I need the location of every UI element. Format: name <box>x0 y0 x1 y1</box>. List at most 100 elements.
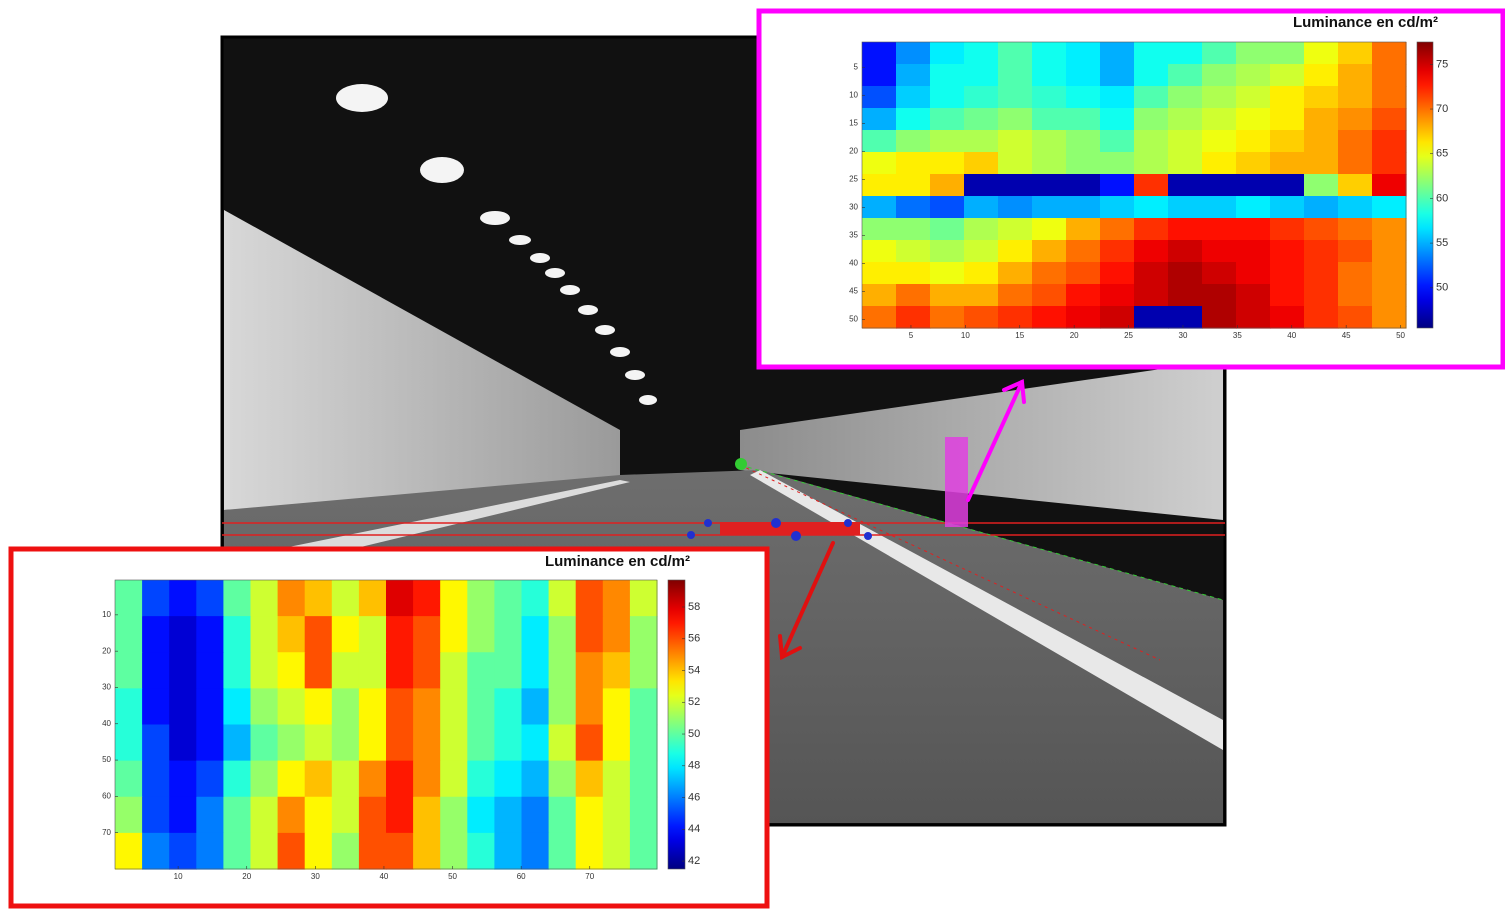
heatmap-cell <box>602 796 631 834</box>
y-tick-label: 10 <box>849 90 858 99</box>
heatmap-cell <box>1134 284 1169 307</box>
heatmap-cell <box>1304 284 1339 307</box>
colorbar-tick-label: 56 <box>688 633 700 645</box>
heatmap-cell <box>1168 240 1203 263</box>
heatmap-cell <box>896 196 931 219</box>
heatmap-cell <box>142 616 170 653</box>
x-tick-label: 15 <box>1015 331 1024 340</box>
x-tick-label: 30 <box>311 872 320 881</box>
heatmap-cell <box>1066 152 1101 175</box>
heatmap-cell <box>930 64 965 87</box>
colorbar-tick-label: 52 <box>688 696 700 708</box>
heatmap-cell <box>602 616 631 653</box>
x-tick-label: 50 <box>448 872 457 881</box>
heatmap-cell <box>1304 86 1339 109</box>
x-tick-label: 25 <box>1124 331 1133 340</box>
heatmap-cell <box>1168 306 1203 329</box>
heatmap-cell <box>331 760 360 798</box>
heatmap-cell <box>1304 174 1339 197</box>
heatmap-cell <box>1100 42 1135 65</box>
heatmap-cell <box>1338 42 1373 65</box>
heatmap-cell <box>386 724 414 762</box>
x-tick-label: 10 <box>961 331 970 340</box>
heatmap-cell <box>304 724 333 762</box>
heatmap-cell <box>304 652 333 689</box>
heatmap-cell <box>1304 196 1339 219</box>
heatmap-cell <box>1338 240 1373 263</box>
heatmap-cell <box>1270 86 1305 109</box>
heatmap-cell <box>196 796 224 834</box>
y-tick-label: 50 <box>102 755 111 764</box>
heatmap-cell <box>331 796 360 834</box>
heatmap-cell <box>521 580 550 617</box>
heatmap-cell <box>467 580 495 617</box>
heatmap-cell <box>896 284 931 307</box>
heatmap-cell <box>386 796 414 834</box>
heatmap-cell <box>1304 152 1339 175</box>
heatmap-cell <box>575 796 604 834</box>
y-tick-label: 10 <box>102 610 111 619</box>
heatmap-cell <box>358 580 387 617</box>
heatmap-cell <box>964 196 999 219</box>
heatmap-cell <box>440 724 468 762</box>
heatmap-cell <box>521 688 550 726</box>
heatmap-cell <box>998 64 1033 87</box>
heatmap-cell <box>1032 174 1067 197</box>
heatmap-cell <box>1100 240 1135 263</box>
x-tick-label: 10 <box>174 872 183 881</box>
heatmap-cell <box>277 760 306 798</box>
x-tick-label: 40 <box>1287 331 1296 340</box>
heatmap-cell <box>1338 196 1373 219</box>
colorbar-tick-label: 42 <box>688 855 700 867</box>
heatmap-cell <box>964 218 999 241</box>
heatmap-cell <box>1270 42 1305 65</box>
y-tick-label: 20 <box>102 646 111 655</box>
heatmap-cell <box>250 580 279 617</box>
heatmap-cell <box>896 108 931 131</box>
heatmap-cell <box>1202 130 1237 153</box>
chart-title: Luminance en cd/m² <box>545 553 690 570</box>
heatmap-cell <box>304 580 333 617</box>
heatmap-cell <box>521 796 550 834</box>
heatmap-cell <box>1134 42 1169 65</box>
heatmap-cell <box>1100 130 1135 153</box>
heatmap-cell <box>250 724 279 762</box>
heatmap-cell <box>964 86 999 109</box>
heatmap-cell <box>896 174 931 197</box>
heatmap-cell <box>196 580 224 617</box>
heatmap-cell <box>1100 306 1135 329</box>
x-tick-label: 20 <box>1070 331 1079 340</box>
heatmap-cell <box>575 652 604 689</box>
heatmap-cell <box>1032 262 1067 285</box>
heatmap-cell <box>1372 130 1407 153</box>
heatmap-cell <box>930 130 965 153</box>
heatmap-cell <box>1202 218 1237 241</box>
y-tick-label: 35 <box>849 231 858 240</box>
heatmap-cell <box>331 616 360 653</box>
heatmap-cell <box>1168 64 1203 87</box>
heatmap-cell <box>1202 306 1237 329</box>
heatmap-cell <box>1270 64 1305 87</box>
heatmap-cell <box>964 108 999 131</box>
heatmap-cell <box>575 760 604 798</box>
heatmap-cell <box>930 86 965 109</box>
heatmap-cell <box>1066 196 1101 219</box>
heatmap-cell <box>115 580 143 617</box>
heatmap-cell <box>1032 284 1067 307</box>
heatmap-cell <box>930 262 965 285</box>
heatmap-cell <box>998 306 1033 329</box>
heatmap-cell <box>964 284 999 307</box>
heatmap-cell <box>862 196 897 219</box>
heatmap-cell <box>1032 196 1067 219</box>
heatmap-cell <box>1372 86 1407 109</box>
heatmap-cell <box>494 580 523 617</box>
heatmap-cell <box>575 616 604 653</box>
x-tick-label: 60 <box>517 872 526 881</box>
heatmap-cell <box>467 796 495 834</box>
heatmap-cell <box>1270 196 1305 219</box>
heatmap-cell <box>386 688 414 726</box>
heatmap-cell <box>548 760 577 798</box>
heatmap-cell <box>1100 174 1135 197</box>
y-tick-label: 45 <box>849 287 858 296</box>
heatmap-cell <box>1202 262 1237 285</box>
